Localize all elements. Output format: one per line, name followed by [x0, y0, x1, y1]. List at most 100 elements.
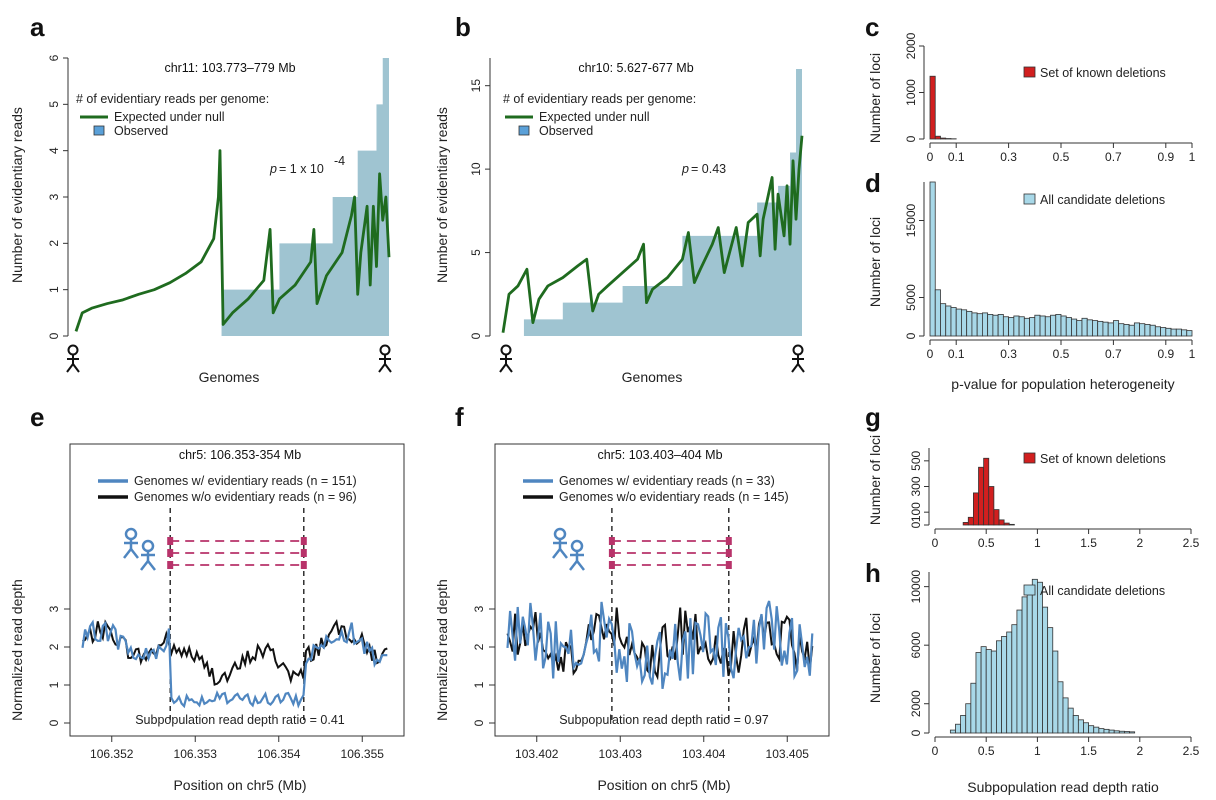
histogram-bar	[1003, 522, 1010, 526]
x-tick-label: 103.405	[766, 747, 810, 761]
x-tick-label: 0.1	[948, 347, 965, 361]
histogram-bar	[1083, 722, 1089, 734]
panel-label-g: g	[865, 402, 881, 432]
y-tick-label: 2	[47, 240, 61, 247]
legend-observed-swatch-icon	[518, 125, 530, 136]
x-tick-label: 103.403	[599, 747, 643, 761]
histogram-bar	[1118, 323, 1125, 337]
histogram-bar	[949, 729, 956, 734]
histogram-bar	[1067, 707, 1074, 734]
y-tick-label: 1000	[904, 79, 918, 106]
panel-label-d: d	[865, 168, 881, 198]
panel-b-legend-header: # of evidentiary reads per genome:	[503, 92, 696, 106]
panel-h-legend: All candidate deletions	[1040, 584, 1165, 598]
histogram-bar	[1107, 322, 1114, 337]
depth-line-with	[506, 600, 814, 689]
histogram-bar	[1098, 728, 1105, 734]
histogram-bar	[1072, 715, 1079, 734]
panel-a-person-left-icon	[66, 344, 80, 373]
histogram-bar	[1042, 606, 1049, 734]
y-tick-label: 5000	[904, 284, 918, 311]
panel-a-p-prefix: p	[269, 162, 277, 176]
histogram-bar	[1001, 636, 1008, 734]
histogram-bar	[934, 135, 941, 140]
panel-e-plot: 106.352 106.353 106.354 106.355 0 1 2 3	[47, 508, 388, 761]
histogram-bar	[966, 310, 973, 337]
histogram-bar	[1013, 315, 1020, 337]
histogram-bar	[1060, 315, 1067, 337]
read-end	[608, 561, 615, 569]
panel-f-frame	[494, 443, 830, 737]
y-tick-label: 5	[469, 249, 483, 256]
legend-known-swatch-icon	[1023, 452, 1036, 464]
y-tick-label: 2000	[904, 32, 918, 59]
y-tick-label: 1	[47, 681, 61, 688]
panel-e-title: chr5: 106.353-354 Mb	[179, 448, 301, 462]
histogram-bar	[1124, 731, 1130, 734]
histogram-bar	[1034, 314, 1041, 337]
panel-b-p-text: = 0.43	[691, 162, 726, 176]
panel-a: a chr11: 103.773–779 Mb Number of eviden…	[9, 12, 392, 385]
x-tick-label: 2.5	[1183, 536, 1200, 550]
panel-a-plot	[74, 58, 391, 336]
panel-e-legend-with: Genomes w/ evidentiary reads (n = 151)	[134, 474, 357, 488]
observed-area	[221, 58, 389, 336]
panel-g-legend: Set of known deletions	[1040, 452, 1166, 466]
panel-b-title: chr10: 5.627-677 Mb	[578, 61, 693, 75]
legend-candidate-swatch-icon	[1023, 193, 1036, 205]
panel-c: c Number of loci 0 0.1 0.3 0.5 0.7 0.9 1 0 1000 2…	[865, 12, 1196, 164]
histogram-bar	[1016, 609, 1023, 734]
x-tick-label: 106.352	[90, 747, 134, 761]
histogram-bar	[961, 309, 968, 337]
histogram-bar	[1055, 314, 1062, 337]
histogram-bar	[1039, 315, 1046, 337]
histogram-bar	[982, 312, 989, 337]
histogram-bar	[985, 649, 992, 734]
histogram-bar	[1021, 596, 1028, 734]
panel-e-legend-without: Genomes w/o evidentiary reads (n = 96)	[134, 490, 357, 504]
read-end	[300, 537, 307, 545]
panel-d-plot: 0 0.1 0.3 0.5 0.7 0.9 1 0 5000 15000	[904, 181, 1196, 361]
x-tick-label: 1.5	[1080, 536, 1097, 550]
panel-e-person-icon	[139, 539, 157, 572]
histogram-bar	[1076, 320, 1083, 337]
legend-known-swatch-icon	[1023, 66, 1036, 78]
panel-h: h Number of loci Subpopulation read dept…	[865, 558, 1200, 795]
read-end	[300, 549, 307, 557]
panel-a-pvalue: p = 1 x 10 -4	[269, 154, 345, 176]
panel-c-ylabel: Number of loci	[867, 53, 883, 143]
y-tick-label: 4	[47, 147, 61, 154]
panel-f-legend-without: Genomes w/o evidentiary reads (n = 145)	[559, 490, 789, 504]
panel-e-person-icon	[122, 527, 140, 560]
histogram-bar	[1181, 329, 1188, 337]
y-tick-label: 0	[47, 719, 61, 726]
histogram-bar	[955, 308, 962, 337]
histogram-bar	[1097, 320, 1104, 337]
y-tick-label: 2	[472, 643, 486, 650]
x-tick-label: 0.5	[1053, 150, 1070, 164]
panel-label-f: f	[455, 402, 464, 432]
histogram-bar	[950, 307, 957, 337]
panel-f-person-icon	[568, 539, 586, 572]
y-tick-label: 0	[469, 332, 483, 339]
histogram-bar	[980, 646, 987, 734]
panel-d-xlabel: p-value for population heterogeneity	[951, 376, 1174, 392]
histogram-bar	[1081, 317, 1088, 337]
panel-b-pvalue: p = 0.43	[681, 162, 726, 176]
histogram-bar	[1026, 587, 1033, 734]
histogram-bar	[1052, 650, 1059, 734]
x-tick-label: 0.9	[1157, 150, 1174, 164]
panel-d-ylabel: Number of loci	[867, 217, 883, 307]
x-tick-label: 0.5	[978, 744, 995, 758]
histogram-bar	[992, 314, 999, 337]
panel-label-e: e	[30, 402, 44, 432]
histogram-bar	[998, 519, 1005, 526]
read-end	[725, 537, 732, 545]
histogram-bar	[1031, 578, 1038, 734]
panel-a-p-text: = 1 x 10	[279, 162, 324, 176]
panel-a-legend: # of evidentiary reads per genome: Expec…	[76, 92, 269, 138]
histogram-bar	[1102, 321, 1109, 337]
panel-f-xlabel: Position on chr5 (Mb)	[597, 777, 730, 793]
